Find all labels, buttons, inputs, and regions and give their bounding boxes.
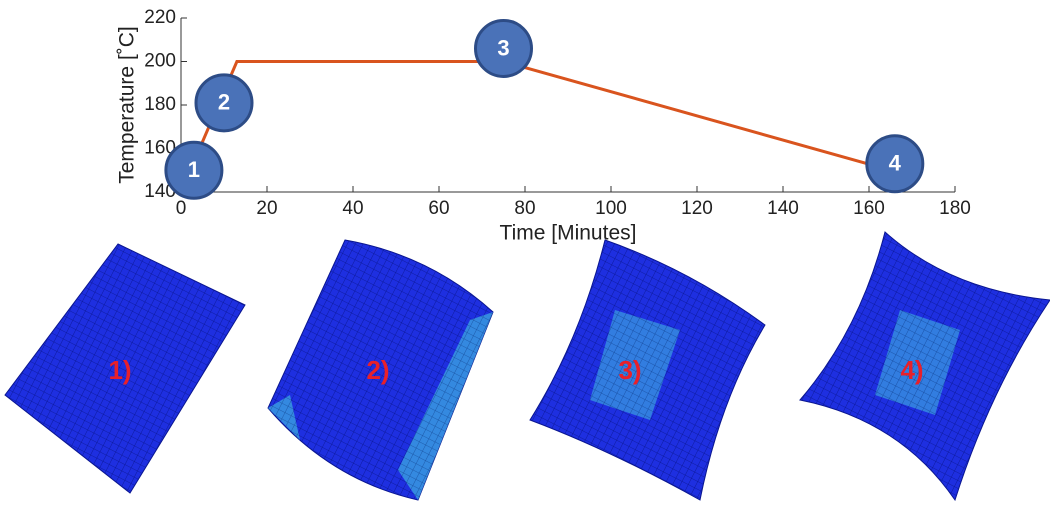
stage-marker: [474, 18, 533, 78]
stage-marker: [865, 134, 925, 194]
mesh-panels: 1) 2) 3) 4): [4, 231, 1050, 502]
stage-marker: [164, 140, 224, 200]
mesh-4-patch: [875, 310, 960, 415]
x-tick-label: 80: [514, 198, 535, 219]
stage-marker-label: 3: [497, 35, 509, 60]
mesh-3-patch: [590, 310, 680, 420]
x-tick-label: 60: [428, 198, 449, 219]
stage-marker-label: 1: [188, 157, 200, 182]
x-axis-label: Time [Minutes]: [500, 222, 637, 245]
x-tick-label: 160: [853, 198, 885, 219]
y-tick-label: 180: [144, 94, 176, 115]
panel-label: 2): [366, 355, 389, 385]
mesh-2-highlight: [268, 312, 493, 500]
stage-marker: [194, 73, 254, 133]
stage-marker-label: 2: [218, 90, 230, 115]
x-tick-label: 120: [681, 198, 713, 219]
stage-marker-label: 4: [889, 151, 902, 176]
x-tick-label: 100: [595, 198, 627, 219]
y-axis-label: Temperature [˚C]: [116, 26, 139, 184]
y-tick-label: 220: [144, 7, 176, 28]
x-tick-label: 20: [256, 198, 277, 219]
x-tick-label: 180: [939, 198, 971, 219]
x-tick-label: 0: [176, 198, 187, 219]
panel-label: 4): [900, 355, 923, 385]
y-tick-label: 200: [144, 51, 176, 72]
temperature-line: [179, 60, 891, 193]
x-tick-label: 40: [342, 198, 363, 219]
panel-label: 3): [618, 355, 641, 385]
y-tick-label: 140: [144, 181, 176, 202]
x-tick-label: 140: [767, 198, 799, 219]
panel-label: 1): [108, 355, 131, 385]
mesh-1: [4, 243, 246, 494]
y-tick-label: 160: [144, 138, 176, 159]
